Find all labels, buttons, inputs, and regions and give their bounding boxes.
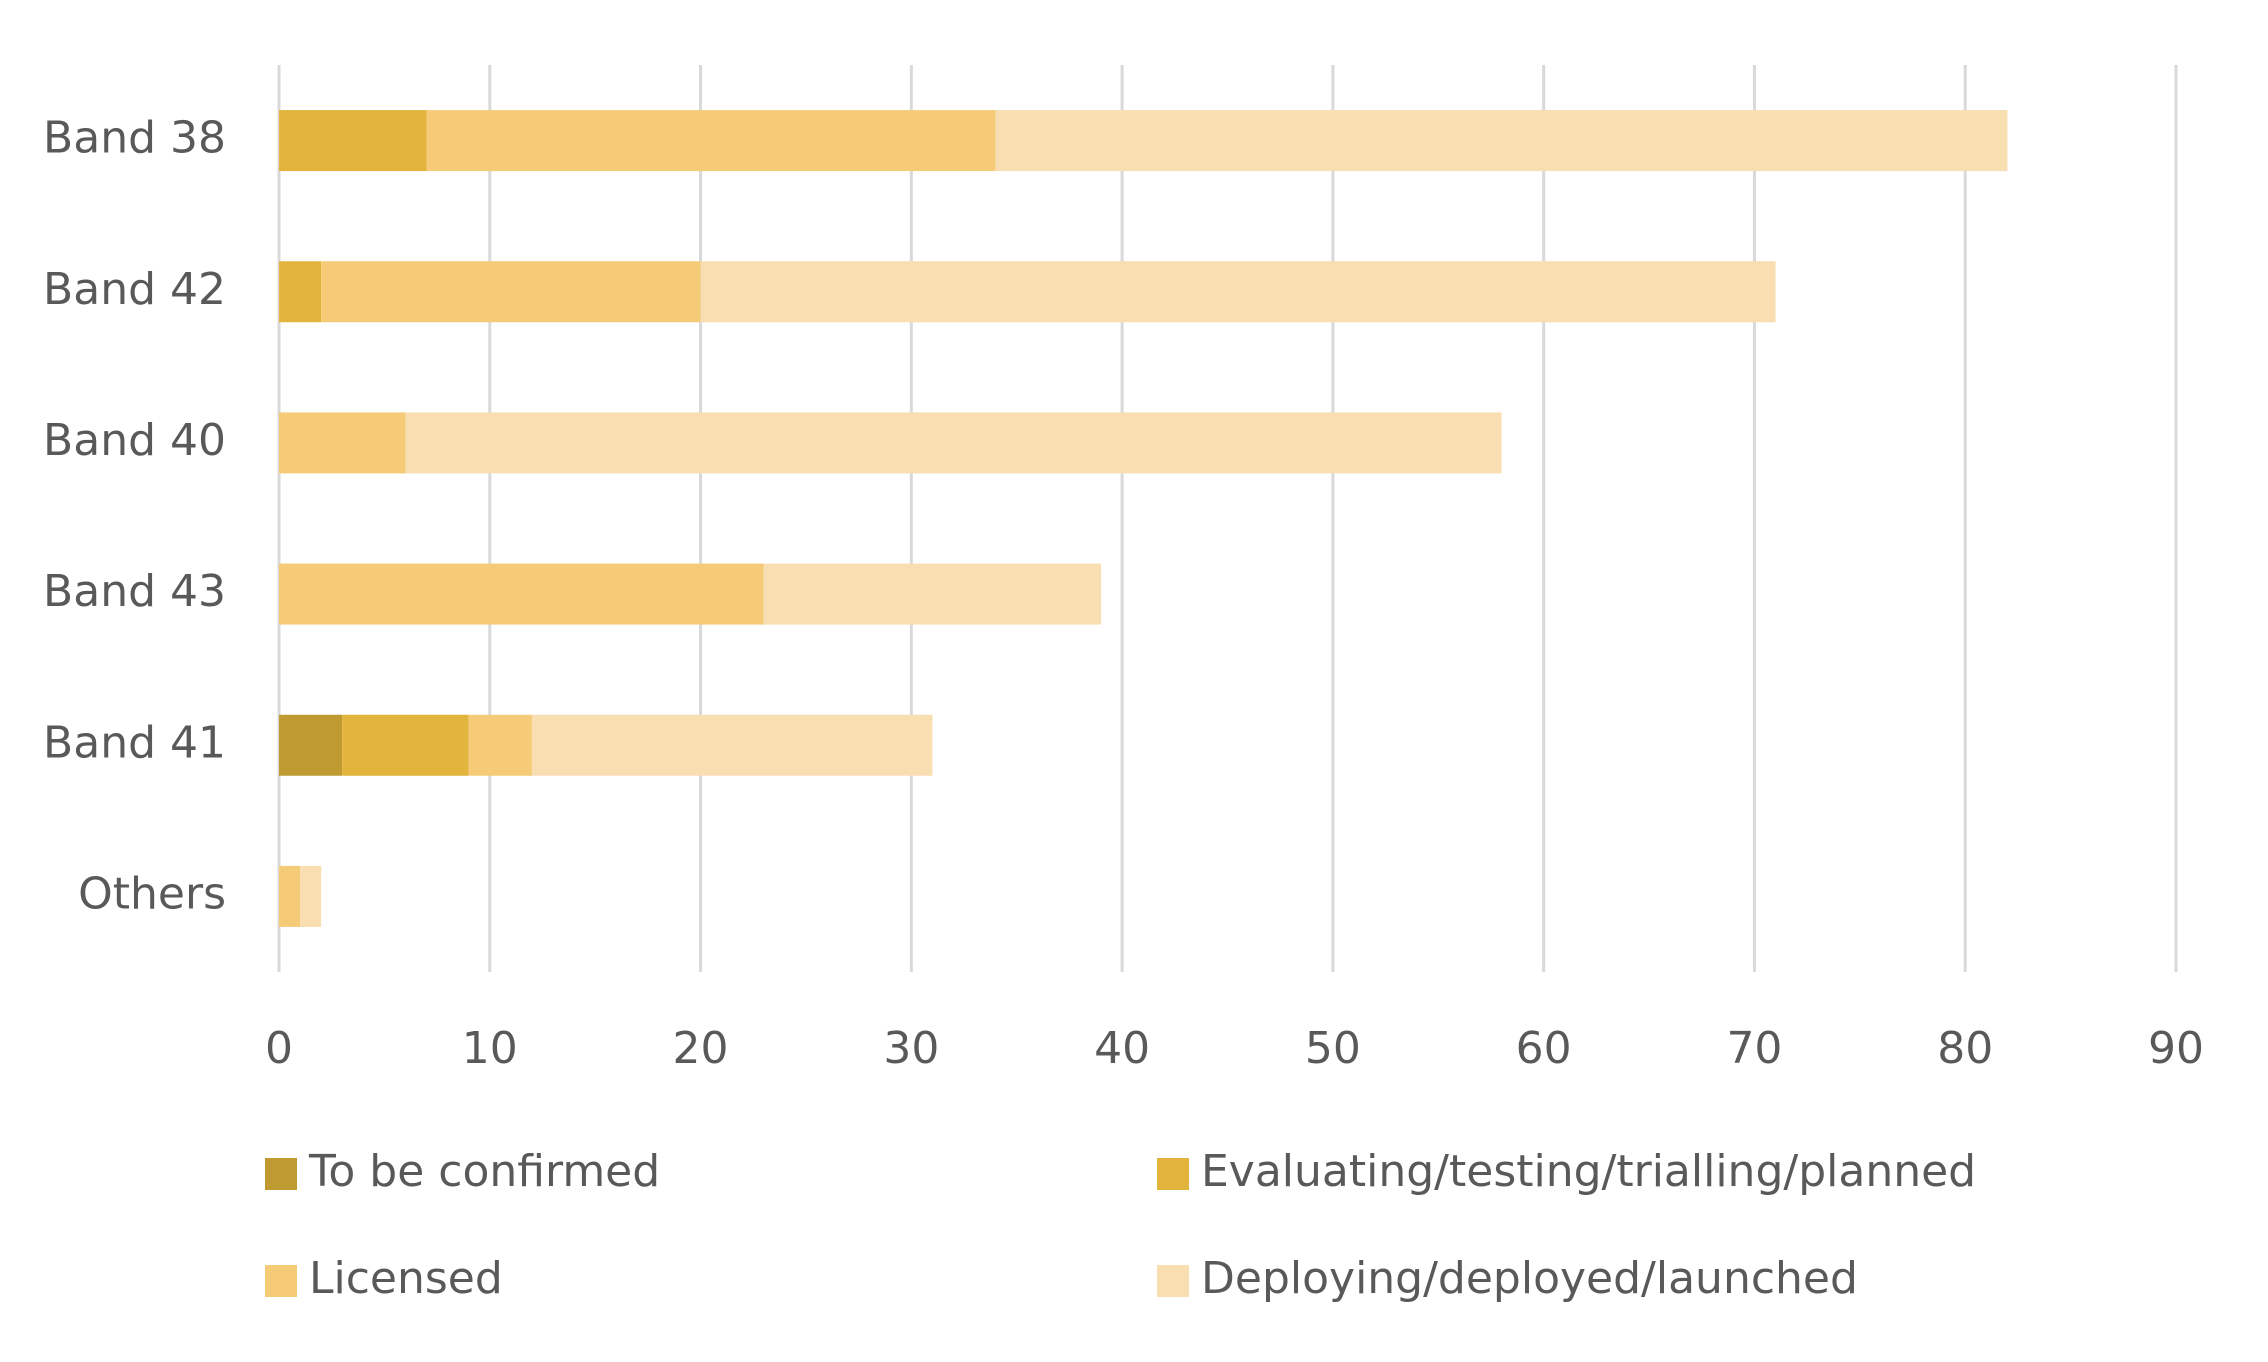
bar-segment [321, 261, 701, 323]
x-tick-label: 30 [883, 1023, 939, 1074]
legend-label: Licensed [309, 1253, 503, 1304]
bar-segment [279, 412, 406, 474]
y-tick-label: Band 42 [43, 264, 226, 315]
bar-segment [405, 412, 1502, 474]
x-tick-label: 50 [1305, 1023, 1361, 1074]
x-tick-label: 40 [1094, 1023, 1150, 1074]
y-tick-label: Band 43 [43, 566, 226, 617]
legend-marker [265, 1265, 297, 1297]
bar-segment [426, 110, 996, 172]
y-tick-label: Band 40 [43, 415, 226, 466]
y-tick-label: Others [78, 868, 226, 919]
legend-marker [1157, 1158, 1189, 1190]
legend-marker [1157, 1265, 1189, 1297]
bar-segment [279, 110, 427, 172]
x-tick-label: 0 [265, 1023, 293, 1074]
y-tick-label: Band 38 [43, 113, 226, 164]
bar-segment [279, 714, 343, 776]
x-tick-label: 10 [462, 1023, 518, 1074]
x-tick-label: 80 [1937, 1023, 1993, 1074]
y-tick-label: Band 41 [43, 717, 226, 768]
legend-label: Evaluating/testing/trialling/planned [1201, 1146, 1976, 1197]
legend-label: Deploying/deployed/launched [1201, 1253, 1858, 1304]
bar-segment [279, 865, 301, 927]
bar-segment [300, 865, 322, 927]
x-tick-label: 70 [1726, 1023, 1782, 1074]
bar-segment [995, 110, 2008, 172]
bar-segment [279, 563, 764, 625]
bar-segment [279, 261, 322, 323]
legend-marker [265, 1158, 297, 1190]
bar-segment [700, 261, 1776, 323]
x-tick-label: 60 [1516, 1023, 1572, 1074]
bar-segment [342, 714, 469, 776]
x-tick-label: 90 [2148, 1023, 2204, 1074]
bar-segment [468, 714, 532, 776]
bar-segment [531, 714, 933, 776]
bar-segment [763, 563, 1102, 625]
x-tick-label: 20 [673, 1023, 729, 1074]
legend-label: To be confirmed [308, 1146, 660, 1197]
